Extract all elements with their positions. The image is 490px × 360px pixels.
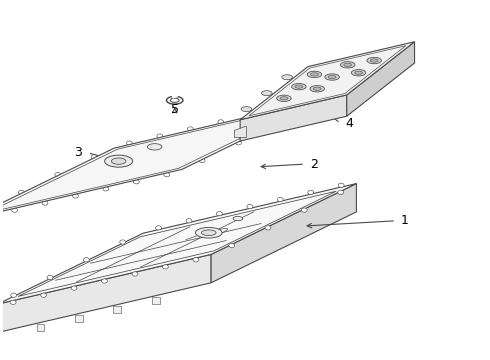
- Circle shape: [156, 226, 161, 230]
- Circle shape: [55, 172, 61, 177]
- Circle shape: [19, 190, 25, 194]
- Circle shape: [279, 105, 285, 110]
- Circle shape: [42, 201, 48, 205]
- Polygon shape: [152, 297, 160, 304]
- Circle shape: [338, 190, 343, 194]
- Circle shape: [83, 258, 89, 262]
- Circle shape: [10, 300, 16, 305]
- Circle shape: [186, 219, 192, 223]
- Circle shape: [71, 286, 77, 290]
- Circle shape: [132, 272, 138, 276]
- Circle shape: [248, 113, 254, 117]
- Polygon shape: [37, 324, 45, 330]
- Text: 3: 3: [74, 146, 82, 159]
- Polygon shape: [0, 99, 327, 219]
- Ellipse shape: [325, 74, 340, 80]
- Circle shape: [309, 99, 315, 103]
- Ellipse shape: [104, 155, 133, 167]
- Circle shape: [265, 226, 271, 230]
- Circle shape: [120, 240, 125, 244]
- Polygon shape: [240, 42, 415, 120]
- Circle shape: [103, 187, 109, 191]
- Ellipse shape: [201, 230, 216, 235]
- Ellipse shape: [328, 76, 336, 78]
- Polygon shape: [75, 315, 83, 322]
- Ellipse shape: [233, 216, 243, 221]
- Text: 5: 5: [171, 103, 179, 116]
- Ellipse shape: [147, 144, 162, 150]
- Circle shape: [187, 127, 193, 131]
- Ellipse shape: [241, 107, 252, 112]
- Circle shape: [157, 134, 163, 138]
- Ellipse shape: [367, 57, 381, 64]
- Circle shape: [47, 275, 53, 280]
- Ellipse shape: [262, 91, 272, 96]
- Ellipse shape: [196, 228, 222, 238]
- Circle shape: [11, 293, 17, 297]
- Polygon shape: [0, 255, 211, 332]
- Circle shape: [272, 123, 278, 127]
- Ellipse shape: [111, 158, 126, 164]
- Ellipse shape: [292, 84, 306, 90]
- Circle shape: [73, 194, 78, 198]
- Circle shape: [164, 172, 170, 177]
- Ellipse shape: [307, 71, 322, 78]
- Circle shape: [163, 265, 169, 269]
- Ellipse shape: [351, 69, 366, 76]
- Text: 1: 1: [401, 214, 409, 227]
- Circle shape: [126, 141, 132, 145]
- Ellipse shape: [313, 87, 321, 90]
- Circle shape: [247, 204, 253, 209]
- Circle shape: [277, 197, 283, 202]
- Circle shape: [338, 183, 344, 188]
- Circle shape: [12, 208, 18, 212]
- Ellipse shape: [370, 59, 378, 62]
- Circle shape: [133, 180, 139, 184]
- Ellipse shape: [344, 63, 352, 66]
- Circle shape: [218, 120, 223, 124]
- Circle shape: [217, 212, 222, 216]
- Ellipse shape: [341, 62, 355, 68]
- Ellipse shape: [277, 95, 291, 102]
- Polygon shape: [347, 42, 415, 116]
- Circle shape: [101, 279, 107, 283]
- Circle shape: [41, 293, 47, 297]
- Ellipse shape: [355, 71, 363, 75]
- Ellipse shape: [310, 86, 324, 92]
- Polygon shape: [211, 184, 356, 283]
- Ellipse shape: [282, 75, 293, 80]
- Circle shape: [308, 190, 314, 194]
- Polygon shape: [113, 306, 121, 313]
- Ellipse shape: [295, 85, 303, 88]
- Polygon shape: [234, 126, 246, 138]
- Circle shape: [229, 243, 235, 248]
- Polygon shape: [240, 95, 347, 141]
- Circle shape: [301, 208, 307, 212]
- Circle shape: [193, 258, 199, 262]
- Polygon shape: [0, 184, 356, 304]
- Circle shape: [308, 105, 314, 109]
- Ellipse shape: [311, 73, 319, 76]
- Text: 4: 4: [345, 117, 353, 130]
- Ellipse shape: [280, 97, 288, 100]
- Circle shape: [91, 155, 97, 159]
- Text: 2: 2: [310, 158, 318, 171]
- Circle shape: [199, 158, 205, 163]
- Circle shape: [236, 141, 242, 145]
